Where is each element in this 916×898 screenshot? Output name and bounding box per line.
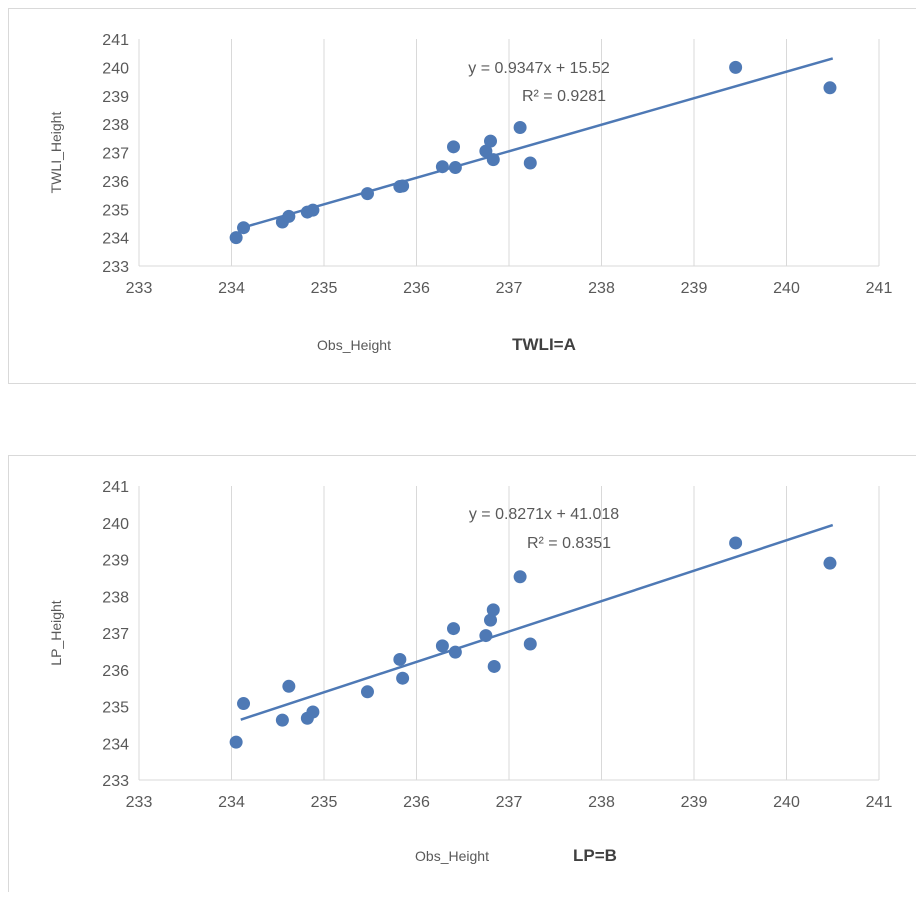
twli-data-point — [484, 134, 497, 148]
twli-x-tick-label: 233 — [126, 280, 153, 297]
twli-x-tick-label: 238 — [588, 280, 615, 297]
lp-trendline — [240, 523, 834, 721]
lp-y-tick-label: 240 — [102, 516, 129, 533]
twli-caption: TWLI=A — [512, 335, 576, 354]
lp-data-point — [237, 697, 251, 711]
twli-data-point — [513, 121, 527, 135]
lp-y-tick-label: 234 — [102, 736, 129, 753]
twli-y-tick-label: 239 — [102, 89, 129, 106]
lp-y-axis-title: LP_Height — [48, 600, 64, 665]
twli-y-tick-label: 236 — [102, 174, 129, 191]
lp-data-point — [447, 622, 460, 636]
lp-y-tick-label: 233 — [102, 773, 129, 790]
lp-x-tick-label: 236 — [403, 794, 430, 811]
lp-y-tick-label: 237 — [102, 626, 129, 643]
twli-r-squared: R² = 0.9281 — [522, 88, 606, 105]
lp-data-point — [823, 556, 837, 570]
lp-data-point — [448, 645, 462, 659]
twli-trendline — [240, 57, 834, 230]
twli-y-tick-label: 238 — [102, 117, 129, 134]
lp-x-tick-label: 234 — [218, 794, 245, 811]
twli-y-tick-label: 235 — [102, 202, 129, 219]
lp-x-tick-label: 239 — [681, 794, 708, 811]
lp-r-squared: R² = 0.8351 — [527, 535, 611, 552]
chart-twli: 233 234 235 236 237 238 239 240 241 233 234 235 236 2… — [8, 8, 916, 384]
twli-y-axis-title: TWLI_Height — [48, 112, 64, 194]
lp-data-point — [435, 639, 449, 653]
twli-x-tick-label: 240 — [773, 280, 800, 297]
twli-y-tick-label: 233 — [102, 259, 129, 276]
twli-y-tick-label: 240 — [102, 60, 129, 77]
twli-x-tick-label: 237 — [496, 280, 523, 297]
twli-trendline-equation: y = 0.9347x + 15.52 — [468, 60, 610, 77]
twli-data-point — [523, 156, 537, 170]
twli-data-point — [306, 203, 320, 217]
twli-x-tick-label: 236 — [403, 280, 430, 297]
lp-data-point — [229, 735, 243, 749]
lp-data-point — [360, 685, 374, 699]
twli-data-point — [823, 81, 837, 95]
twli-data-point — [396, 179, 410, 193]
twli-data-point — [282, 209, 296, 223]
lp-x-tick-label: 241 — [866, 794, 893, 811]
lp-x-tick-label: 235 — [311, 794, 338, 811]
lp-y-tick-label: 238 — [102, 589, 129, 606]
twli-data-point — [486, 153, 500, 167]
lp-trendline-equation: y = 0.8271x + 41.018 — [469, 506, 619, 523]
twli-data-point — [237, 221, 251, 235]
lp-caption: LP=B — [573, 846, 617, 865]
twli-data-point — [435, 160, 449, 174]
chart-twli-svg: 233 234 235 236 237 238 239 240 241 233 234 235 236 2… — [48, 32, 893, 354]
lp-data-point — [282, 679, 296, 693]
lp-data-point — [729, 536, 743, 550]
lp-data-point — [523, 637, 537, 651]
lp-x-tick-label: 233 — [126, 794, 153, 811]
chart-lp-svg: 233 234 235 236 237 238 239 240 241 233 234 235 236 2… — [48, 479, 893, 865]
lp-data-point — [396, 671, 410, 685]
lp-x-tick-label: 240 — [773, 794, 800, 811]
lp-x-tick-label: 238 — [588, 794, 615, 811]
lp-y-tick-label: 236 — [102, 663, 129, 680]
twli-y-tick-label: 237 — [102, 146, 129, 163]
twli-x-tick-label: 234 — [218, 280, 245, 297]
lp-data-point — [393, 652, 407, 666]
twli-data-point — [729, 60, 743, 74]
lp-data-point — [513, 570, 527, 584]
twli-y-tick-label: 234 — [102, 231, 129, 248]
lp-data-point — [487, 659, 501, 673]
twli-x-tick-label: 239 — [681, 280, 708, 297]
lp-y-tick-label: 239 — [102, 553, 129, 570]
lp-x-axis-title: Obs_Height — [415, 848, 489, 864]
lp-y-tick-label: 241 — [102, 479, 129, 496]
twli-data-point — [479, 144, 493, 158]
lp-data-point — [486, 603, 500, 617]
lp-x-tick-label: 237 — [496, 794, 523, 811]
lp-data-point — [306, 705, 320, 719]
twli-x-tick-label: 241 — [866, 280, 893, 297]
twli-data-point — [229, 231, 243, 245]
chart-lp: 233 234 235 236 237 238 239 240 241 233 234 235 236 2… — [8, 455, 916, 892]
twli-x-axis-title: Obs_Height — [317, 337, 391, 353]
lp-y-tick-label: 235 — [102, 700, 129, 717]
twli-data-point — [448, 161, 462, 175]
lp-data-point — [484, 613, 497, 627]
twli-x-tick-label: 235 — [311, 280, 338, 297]
lp-data-point — [275, 713, 289, 727]
twli-data-point — [447, 140, 460, 154]
twli-data-point — [360, 187, 374, 201]
twli-y-tick-label: 241 — [102, 32, 129, 49]
lp-data-point — [479, 629, 493, 643]
